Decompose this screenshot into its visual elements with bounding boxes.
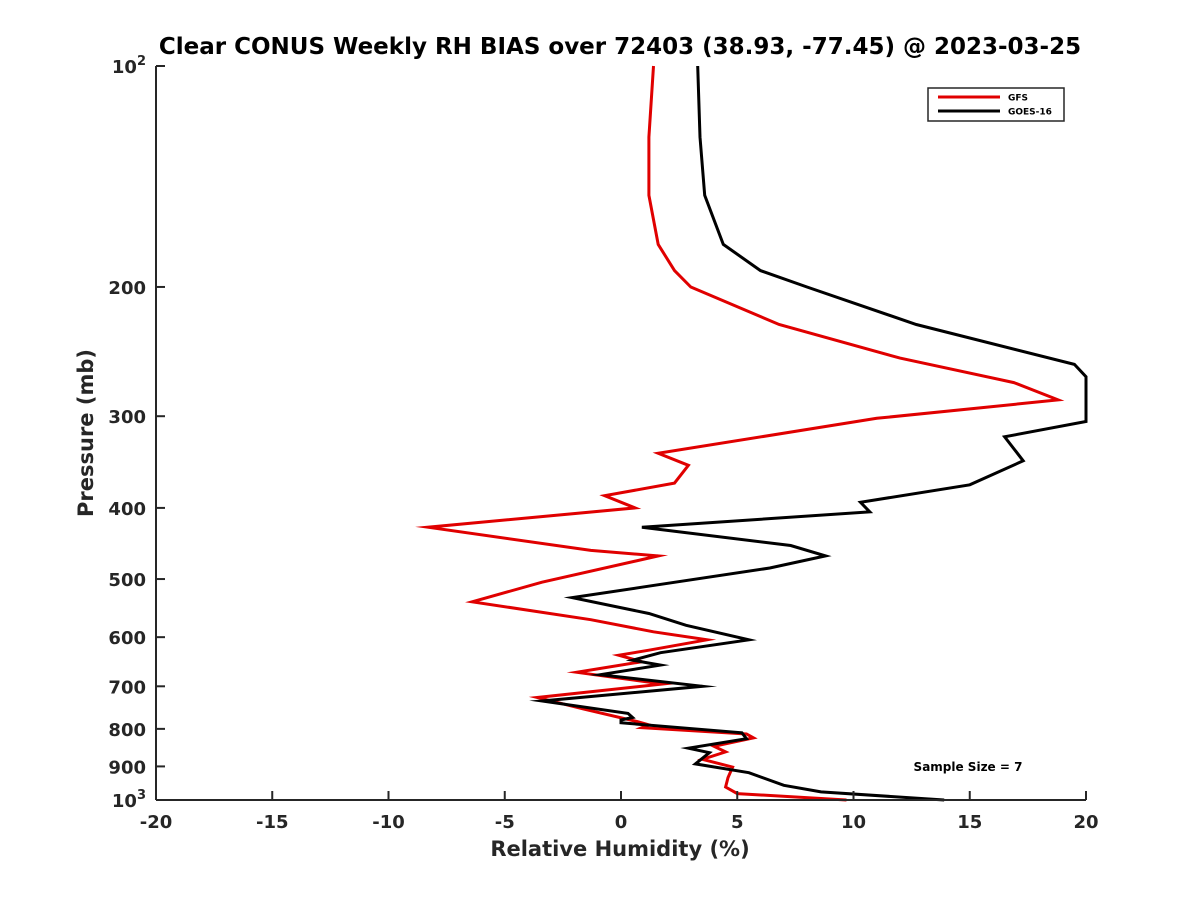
- x-tick-label: -5: [495, 812, 515, 833]
- x-tick-label: -10: [372, 812, 405, 833]
- x-tick-label: 15: [957, 812, 982, 833]
- y-tick-label: 500: [108, 570, 146, 591]
- y-tick-label: 102: [112, 54, 146, 78]
- x-tick-label: 20: [1073, 812, 1098, 833]
- y-tick-label: 800: [108, 720, 146, 741]
- series-line-goes-16: [529, 65, 1088, 802]
- series-line-gfs: [415, 65, 1065, 802]
- legend-box: [927, 87, 1065, 122]
- y-tick-label: 103: [112, 788, 146, 812]
- sample-size-annotation: Sample Size = 7: [914, 760, 1023, 774]
- x-tick-label: -15: [256, 812, 289, 833]
- chart-title: Clear CONUS Weekly RH BIAS over 72403 (3…: [159, 34, 1081, 60]
- y-tick-label: 900: [108, 757, 146, 778]
- x-tick-label: 10: [841, 812, 866, 833]
- legend-label: GOES-16: [1008, 108, 1052, 118]
- y-tick-label: 200: [108, 278, 146, 299]
- y-axis-label: Pressure (mb): [74, 349, 98, 517]
- legend-label: GFS: [1008, 94, 1028, 104]
- y-tick-label: 400: [108, 499, 146, 520]
- x-tick-label: -20: [140, 812, 173, 833]
- axes-layer: -20 -15 -10 -5 0 5 10 15 20 102 200 300 400 500 600 700…: [108, 54, 1098, 833]
- y-tick-label: 700: [108, 677, 146, 698]
- x-tick-label: 5: [731, 812, 744, 833]
- series-layer: [415, 65, 1088, 802]
- x-axis-label: Relative Humidity (%): [490, 837, 749, 861]
- y-tick-label: 600: [108, 628, 146, 649]
- y-tick-label: 300: [108, 407, 146, 428]
- x-tick-label: 0: [615, 812, 628, 833]
- legend: GFS GOES-16: [927, 87, 1065, 122]
